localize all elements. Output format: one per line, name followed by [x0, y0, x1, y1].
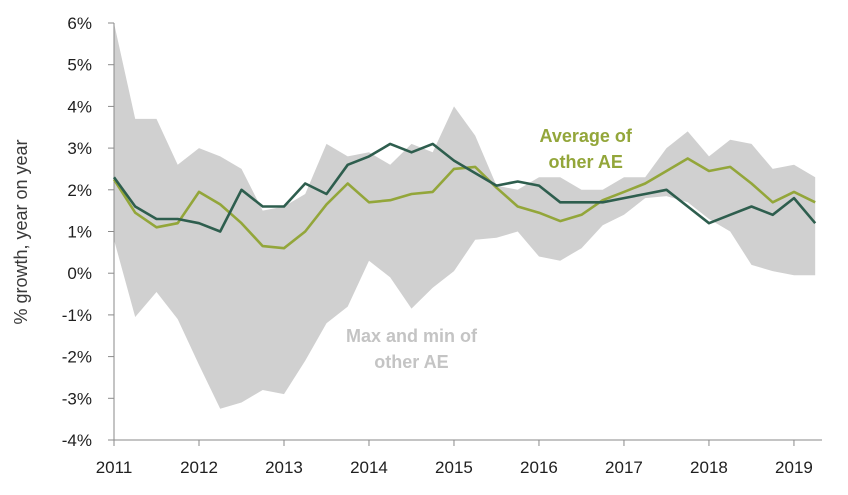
x-tick-label: 2012: [180, 458, 218, 477]
y-tick-label: 5%: [67, 56, 92, 75]
y-tick-label: 0%: [67, 264, 92, 283]
max-min-band-layer: [114, 23, 816, 409]
x-tick-label: 2015: [435, 458, 473, 477]
x-tick-label: 2011: [96, 458, 133, 477]
x-tick-label: 2014: [350, 458, 388, 477]
annotation-average: other AE: [549, 152, 623, 172]
y-axis-label: % growth, year on year: [11, 139, 31, 324]
y-tick-label: -4%: [62, 431, 92, 450]
y-tick-label: 1%: [67, 223, 92, 242]
series-line-uk: [112, 142, 817, 233]
y-tick-label: -1%: [62, 306, 92, 325]
axes: [108, 22, 822, 446]
x-tick-label: 2017: [605, 458, 643, 477]
series-lines: [112, 142, 817, 250]
annotation-average: Average of: [540, 126, 633, 146]
tick-labels: -4% -3% -2% -1% 0% 1% 2% 3% 4% 5% 6% 2011 2012 2013 20…: [62, 14, 813, 477]
y-tick-label: 6%: [67, 14, 92, 33]
x-tick-label: 2013: [265, 458, 303, 477]
y-tick-label: 2%: [67, 181, 92, 200]
annotation-max-min: Max and min of: [346, 326, 478, 346]
x-tick-label: 2016: [520, 458, 558, 477]
y-tick-label: -2%: [62, 348, 92, 367]
y-tick-label: -3%: [62, 389, 92, 408]
x-tick-label: 2019: [775, 458, 813, 477]
annotation-max-min: other AE: [374, 352, 448, 372]
y-tick-label: 3%: [67, 139, 92, 158]
annotations: Average of other AE Max and min of other AE: [346, 126, 633, 372]
y-tick-label: 4%: [67, 97, 92, 116]
max-min-band: [114, 23, 816, 409]
x-tick-label: 2018: [690, 458, 728, 477]
